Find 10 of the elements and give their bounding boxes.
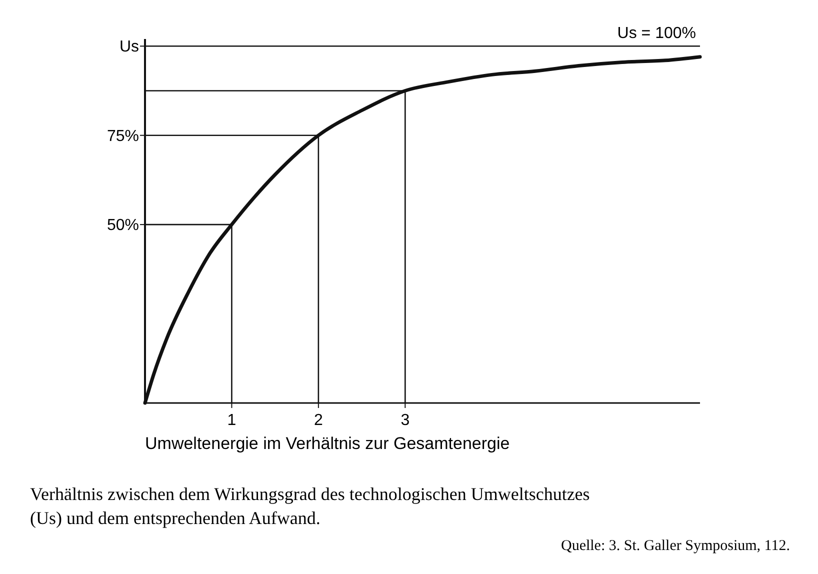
y-tick-label: Us <box>119 38 139 56</box>
x-tick-label: 2 <box>314 412 323 429</box>
y-tick-label: 50% <box>106 217 139 234</box>
x-tick-label: 3 <box>400 412 410 429</box>
x-tick-label: 1 <box>227 412 236 429</box>
text: Verhältnis zwischen dem Wirkungsgrad des technologischen Umweltschutzes (Us) und dem entsprechenden Aufwand. <box>30 484 590 528</box>
source-note: Quelle: 3. St. Galler Symposium, 112. <box>560 538 790 554</box>
y-tick-label: 75% <box>106 128 139 145</box>
x-axis-title: Umweltenergie im Verhältnis zur Gesamtenergie <box>145 434 510 453</box>
ref-line-label: Us = 100% <box>617 25 696 42</box>
